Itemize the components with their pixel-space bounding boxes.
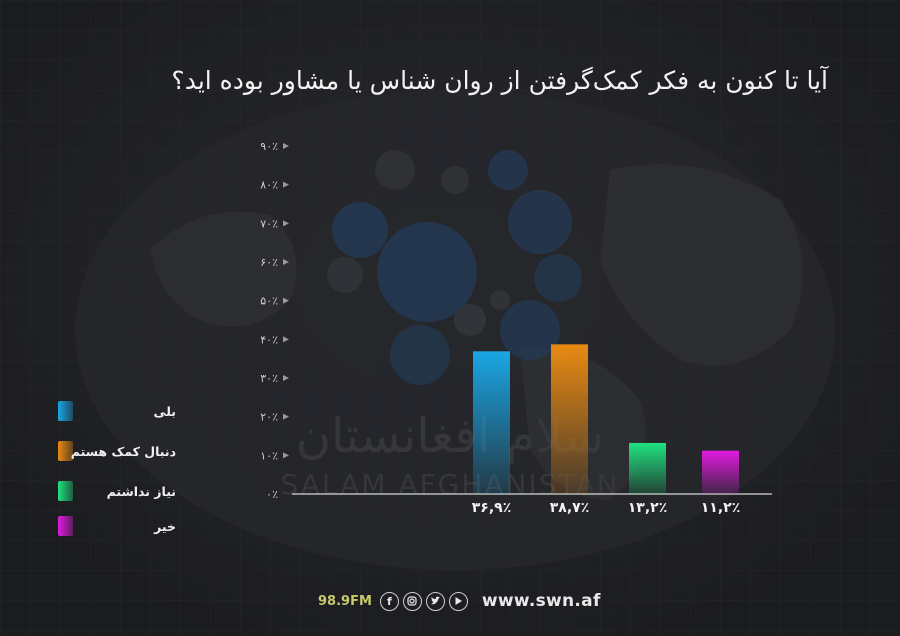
legend-label: خیر: [154, 518, 176, 534]
y-tick-label: ۲۰٪: [260, 411, 278, 424]
bar-value-label: ۳۸,۷٪: [550, 500, 590, 516]
y-tick-label: ۱۰٪: [260, 449, 278, 462]
legend-item: خیر: [58, 515, 218, 537]
bars-group: [473, 344, 739, 494]
y-tick-arrow: [283, 181, 289, 188]
y-tick-arrow: [283, 336, 289, 343]
legend-swatch: [58, 441, 73, 461]
y-tick-arrow: [283, 259, 289, 265]
y-tick-label: ۴۰٪: [260, 333, 278, 346]
footer: 98.9FM f www.swn.af: [318, 590, 601, 612]
y-tick-label: ۳۰٪: [260, 372, 278, 385]
legend-item: دنبال کمک هستم: [58, 440, 218, 462]
twitter-icon[interactable]: [425, 591, 445, 611]
y-tick-label: ۶۰٪: [260, 256, 278, 269]
value-labels: ۳۶,۹٪ ۳۸,۷٪ ۱۳,۲٪ ۱۱,۲٪: [472, 500, 741, 516]
facebook-icon[interactable]: f: [379, 591, 399, 611]
legend-swatch: [58, 516, 73, 536]
bar-value-label: ۱۳,۲٪: [628, 500, 668, 516]
bar: [551, 344, 588, 494]
y-tick-label: ۷۰٪: [260, 217, 278, 230]
legend-label: دنبال کمک هستم: [70, 443, 176, 459]
legend-item: بلی: [58, 400, 218, 422]
y-tick-arrow: [283, 220, 289, 227]
instagram-icon[interactable]: [402, 591, 422, 611]
bar-value-label: ۱۱,۲٪: [701, 500, 741, 516]
youtube-icon[interactable]: [448, 591, 468, 611]
y-tick-arrow: [283, 413, 289, 420]
y-tick-arrow: [283, 375, 289, 381]
radio-frequency: 98.9FM: [318, 593, 372, 609]
y-tick-arrow: [283, 452, 289, 459]
y-tick-label: ۵۰٪: [260, 295, 278, 308]
y-tick-label: ۹۰٪: [260, 140, 278, 153]
y-tick-label: ۸۰٪: [260, 179, 278, 192]
bar-value-label: ۳۶,۹٪: [472, 500, 512, 516]
y-tick-arrow: [283, 143, 289, 149]
chart-title: آیا تا کنون به فکر کمک‌گرفتن از روان شنا…: [171, 66, 828, 95]
y-tick-arrow: [283, 297, 289, 304]
bar: [702, 450, 739, 494]
bubble-decoration: [327, 150, 582, 385]
legend-swatch: [58, 481, 73, 501]
y-axis: ۰٪ ۱۰٪ ۲۰٪ ۳۰٪ ۴۰٪ ۵۰٪ ۶۰٪ ۷۰٪ ۸۰٪ ۹۰٪: [260, 140, 289, 501]
bar: [629, 442, 666, 494]
website-link[interactable]: www.swn.af: [481, 591, 601, 611]
legend-label: نیاز نداشتم: [106, 483, 176, 499]
y-tick-label: ۰٪: [266, 488, 278, 501]
bar: [473, 351, 510, 494]
legend-item: نیاز نداشتم: [58, 480, 218, 502]
legend-swatch: [58, 401, 73, 421]
legend-label: بلی: [153, 403, 176, 419]
